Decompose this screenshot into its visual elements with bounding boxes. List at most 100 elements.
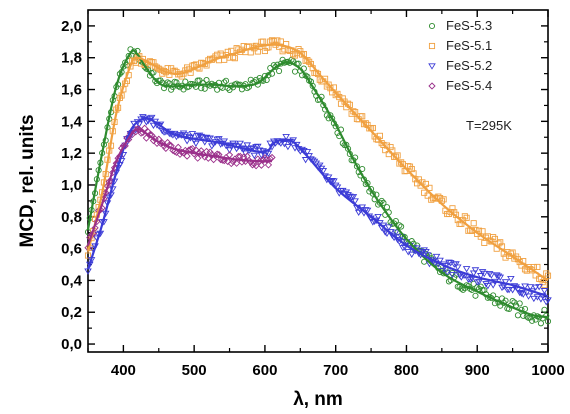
data-point-fes-5-2 [266, 140, 275, 147]
data-point-fes-5-3 [291, 68, 299, 75]
data-point-fes-5-4 [263, 156, 271, 164]
y-tick-label: 1,6 [61, 82, 82, 99]
data-point-fes-5-1 [84, 252, 92, 259]
data-point-fes-5-4 [204, 154, 212, 162]
data-point-fes-5-2 [243, 142, 252, 149]
data-point-fes-5-4 [172, 148, 181, 157]
data-point-fes-5-2 [498, 284, 506, 292]
data-point-fes-5-2 [544, 297, 552, 304]
data-point-fes-5-1 [463, 214, 470, 221]
data-point-fes-5-2 [443, 269, 451, 276]
data-point-fes-5-3 [245, 83, 253, 90]
x-tick-label: 500 [182, 362, 207, 379]
data-point-fes-5-2 [303, 149, 312, 156]
data-point-fes-5-2 [448, 271, 457, 279]
data-point-fes-5-2 [530, 295, 538, 303]
plot-frame [87, 9, 549, 353]
data-point-fes-5-2 [220, 138, 229, 145]
data-point-fes-5-3 [472, 292, 479, 299]
data-point-fes-5-2 [225, 147, 234, 154]
axis-ticks [87, 10, 549, 352]
data-point-fes-5-1 [350, 108, 357, 115]
data-point-fes-5-1 [534, 263, 541, 271]
data-point-fes-5-3 [214, 86, 221, 93]
data-point-fes-5-1 [260, 38, 267, 45]
legend: FeS-5.3 FeS-5.1 FeS-5.2 FeS-5.4 [428, 18, 492, 93]
data-point-fes-5-1 [491, 235, 498, 242]
data-point-fes-5-4 [229, 157, 237, 166]
data-point-fes-5-2 [496, 274, 505, 282]
data-point-fes-5-1 [290, 51, 297, 58]
data-point-fes-5-4 [109, 168, 117, 177]
data-point-fes-5-2 [392, 229, 400, 236]
data-point-fes-5-3 [544, 318, 552, 325]
data-point-fes-5-2 [453, 264, 462, 271]
data-point-fes-5-2 [328, 177, 336, 185]
data-point-fes-5-4 [110, 164, 119, 172]
data-point-fes-5-2 [423, 252, 432, 259]
data-point-fes-5-2 [471, 267, 480, 274]
data-point-fes-5-3 [541, 306, 548, 313]
data-point-fes-5-2 [445, 259, 453, 266]
data-point-fes-5-1 [502, 254, 509, 261]
data-point-fes-5-3 [222, 77, 230, 84]
data-point-fes-5-2 [519, 291, 528, 298]
data-point-fes-5-3 [460, 286, 467, 293]
data-point-fes-5-2 [248, 145, 257, 152]
data-point-fes-5-1 [334, 90, 341, 97]
data-point-fes-5-2 [466, 276, 474, 284]
data-point-fes-5-1 [490, 234, 497, 241]
data-point-fes-5-3 [445, 278, 452, 285]
y-tick-label: 0,4 [61, 272, 83, 289]
legend-item-fes-5-3: FeS-5.3 [428, 18, 492, 33]
data-point-fes-5-1 [164, 65, 171, 72]
data-point-fes-5-4 [142, 134, 151, 142]
legend-marker-fes-5-3 [428, 22, 436, 30]
data-point-fes-5-2 [480, 270, 489, 278]
x-axis-title: λ, nm [293, 389, 343, 410]
data-point-fes-5-2 [301, 157, 310, 164]
data-point-fes-5-3 [380, 199, 387, 206]
data-point-fes-5-1 [523, 267, 530, 274]
data-point-fes-5-1 [426, 184, 433, 191]
data-point-fes-5-1 [509, 249, 516, 256]
data-point-fes-5-2 [264, 150, 273, 158]
data-point-fes-5-1 [336, 94, 343, 101]
data-point-fes-5-4 [211, 152, 220, 160]
data-point-fes-5-3 [276, 68, 283, 75]
data-point-fes-5-2 [436, 257, 444, 265]
y-tick-label: 2,0 [61, 18, 82, 35]
data-point-fes-5-3 [509, 298, 516, 305]
data-point-fes-5-2 [229, 140, 237, 148]
data-point-fes-5-2 [462, 266, 471, 273]
data-point-fes-5-4 [194, 154, 202, 162]
data-point-fes-5-3 [502, 297, 509, 304]
data-point-fes-5-2 [531, 284, 540, 291]
data-point-fes-5-3 [396, 222, 403, 229]
y-tick-label: 0,8 [61, 209, 82, 226]
data-point-fes-5-3 [529, 317, 536, 324]
data-point-fes-5-2 [452, 261, 460, 268]
data-point-fes-5-1 [479, 228, 486, 235]
data-point-fes-5-2 [254, 143, 262, 151]
data-point-fes-5-1 [387, 144, 394, 151]
data-point-fes-5-4 [208, 150, 216, 159]
data-point-fes-5-3 [516, 300, 523, 307]
data-point-fes-5-3 [201, 85, 208, 92]
data-point-fes-5-1 [408, 166, 415, 173]
data-point-fes-5-4 [133, 125, 142, 133]
legend-item-fes-5-2: FeS-5.2 [428, 58, 492, 73]
data-point-fes-5-2 [422, 249, 430, 256]
data-point-fes-5-3 [270, 62, 277, 69]
data-point-fes-5-2 [250, 152, 259, 160]
data-point-fes-5-3 [383, 204, 391, 211]
data-point-fes-5-3 [398, 223, 405, 230]
data-point-fes-5-2 [482, 281, 490, 288]
x-tick-label: 900 [465, 362, 490, 379]
legend-marker-fes-5-1 [428, 42, 436, 50]
data-point-fes-5-4 [252, 162, 260, 170]
x-tick-label: 600 [252, 362, 277, 379]
data-point-fes-5-2 [315, 162, 324, 169]
data-point-fes-5-4 [91, 224, 99, 232]
